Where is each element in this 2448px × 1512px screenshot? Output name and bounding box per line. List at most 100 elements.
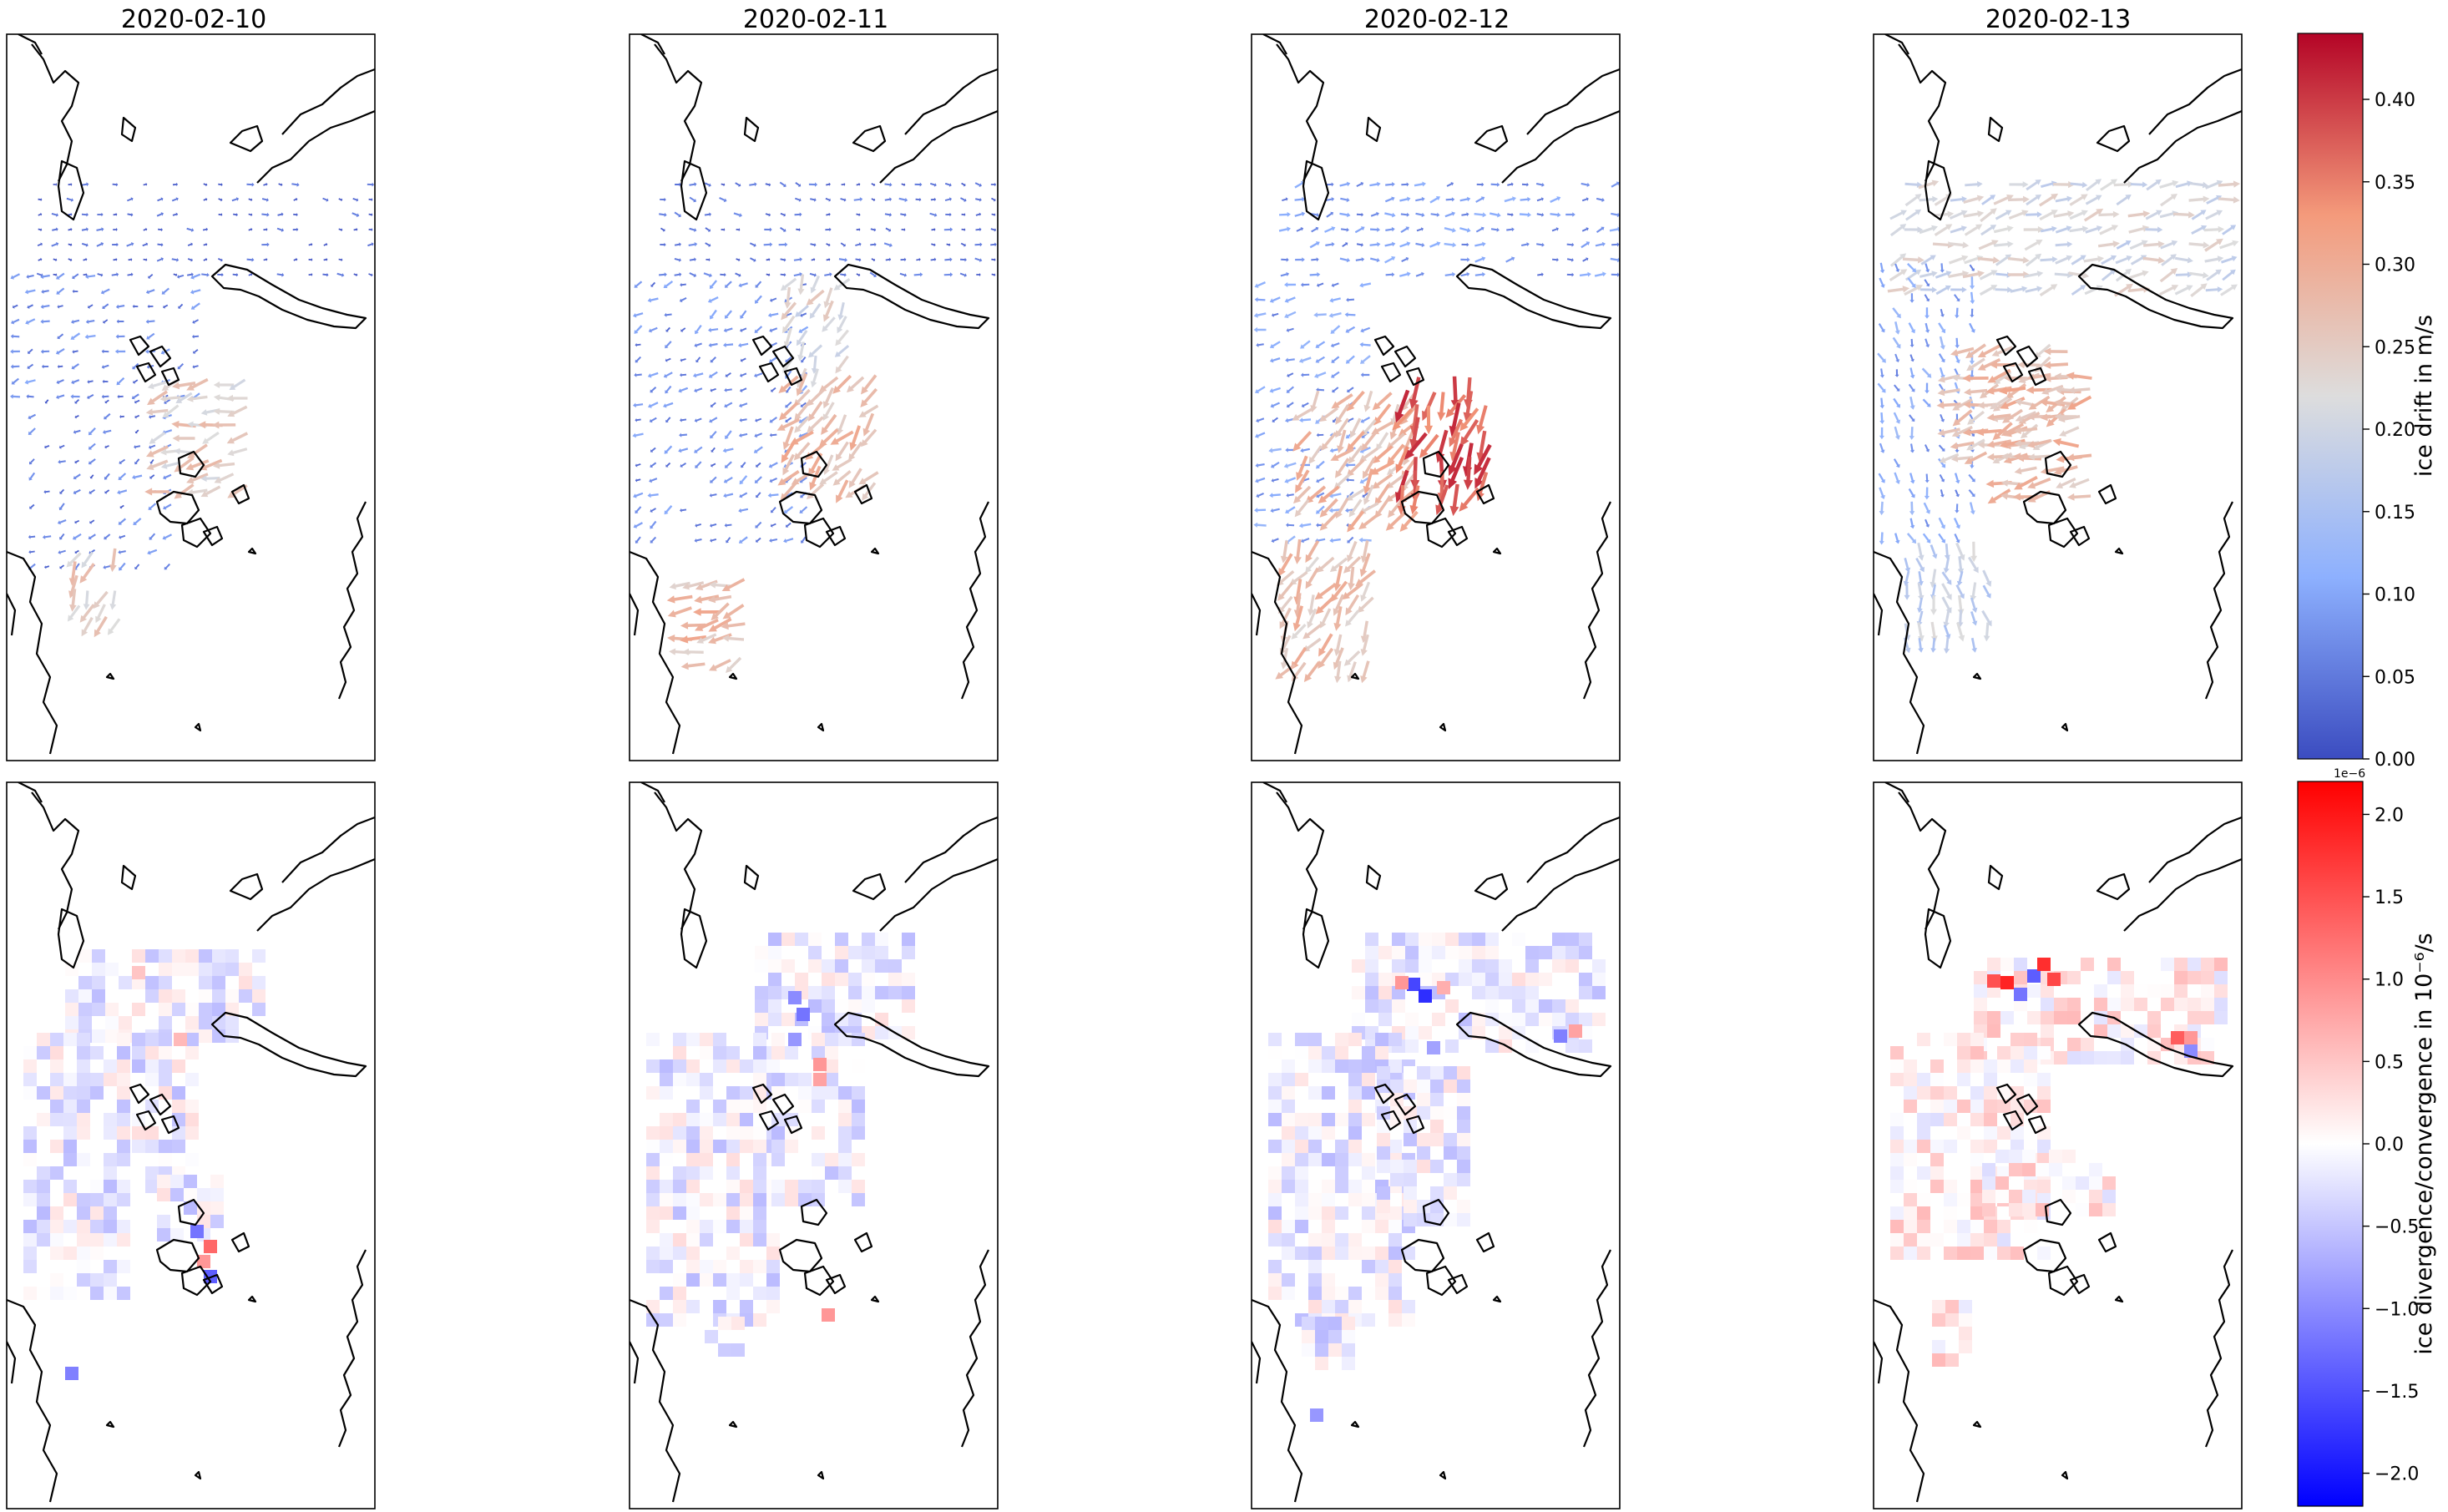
divergence-cell <box>1282 1126 1295 1140</box>
divergence-cell <box>78 976 92 989</box>
divergence-cell <box>1268 1113 1282 1126</box>
drift-arrow <box>1284 311 1297 319</box>
divergence-cell <box>145 1046 159 1059</box>
drift-arrow <box>1943 625 1951 640</box>
drift-arrow <box>740 310 747 319</box>
drift-arrow <box>648 326 658 333</box>
divergence-cell <box>660 1313 673 1327</box>
divergence-cell <box>225 949 239 963</box>
drift-arrow <box>1303 660 1321 682</box>
drift-arrow <box>650 462 657 468</box>
drift-arrow <box>649 417 657 423</box>
divergence-cell <box>686 1206 700 1220</box>
divergence-cell <box>2134 984 2147 998</box>
drift-arrow <box>2115 255 2132 265</box>
coastline <box>177 1198 205 1226</box>
drift-arrow <box>71 379 80 385</box>
divergence-cell <box>1377 1106 1390 1120</box>
coastline <box>758 362 780 383</box>
drift-arrow <box>783 506 794 513</box>
coastline <box>1373 335 1395 357</box>
drift-arrow <box>85 319 95 324</box>
drift-arrow <box>1948 241 1970 249</box>
drift-arrow <box>738 536 748 544</box>
divergence-cell <box>1362 1193 1375 1206</box>
coastline <box>1455 1011 1612 1078</box>
drift-arrow <box>1269 296 1281 303</box>
divergence-cell <box>50 1100 63 1113</box>
drift-arrow <box>2046 408 2066 427</box>
divergence-cell <box>117 1260 130 1273</box>
divergence-cell <box>660 1260 673 1273</box>
divergence-cell <box>1407 978 1420 991</box>
drift-arrow <box>1954 294 1960 302</box>
divergence-cell <box>902 999 915 1013</box>
divergence-cell <box>63 1113 77 1126</box>
drift-arrow <box>1284 477 1297 483</box>
drift-arrow <box>1385 512 1406 531</box>
coastline <box>57 908 85 969</box>
drift-arrow <box>1444 271 1456 277</box>
divergence-cell <box>2067 971 2081 984</box>
drift-arrow <box>931 243 936 247</box>
divergence-cell <box>1282 1086 1295 1100</box>
divergence-cell <box>1352 959 1365 973</box>
drift-arrow <box>1990 396 2009 410</box>
drift-arrow <box>1963 195 1985 204</box>
divergence-cell <box>1904 1180 1917 1193</box>
divergence-cell <box>1945 1300 1959 1313</box>
divergence-cell <box>1322 1046 1335 1059</box>
coastline <box>2061 722 2069 732</box>
drift-arrow <box>1949 210 1968 220</box>
drift-arrow <box>1270 508 1280 513</box>
drift-arrow <box>68 182 73 186</box>
drift-arrow <box>765 213 771 217</box>
drift-arrow <box>1906 533 1917 544</box>
drift-arrow <box>1609 226 1620 232</box>
coastline <box>105 1420 115 1429</box>
divergence-cell <box>2014 988 2027 1001</box>
drift-arrow <box>723 477 733 483</box>
divergence-cell <box>798 1086 812 1100</box>
drift-arrow <box>38 212 43 216</box>
drift-arrow <box>70 332 81 340</box>
divergence-cell <box>185 1153 199 1166</box>
divergence-cell <box>1335 1046 1348 1059</box>
divergence-cell <box>822 959 835 973</box>
divergence-cell <box>1308 1153 1322 1166</box>
drift-arrow <box>770 297 777 302</box>
drift-arrow <box>913 272 923 277</box>
divergence-cell <box>1917 1113 1930 1126</box>
divergence-cell <box>1388 1059 1402 1073</box>
divergence-cell <box>105 1029 119 1043</box>
drift-arrow <box>1970 611 1978 626</box>
divergence-cell <box>2024 1046 2037 1059</box>
divergence-cell <box>1430 1133 1444 1146</box>
drift-arrow <box>735 182 741 187</box>
drift-arrow <box>1459 407 1479 432</box>
drift-arrow <box>83 257 88 261</box>
drift-arrow <box>1463 456 1474 490</box>
drift-arrow <box>674 211 681 218</box>
map-content <box>1874 34 2242 755</box>
divergence-cell <box>117 1113 130 1126</box>
drift-arrow <box>1993 195 2014 205</box>
drift-arrow <box>2085 225 2103 234</box>
coastline <box>1475 483 1495 505</box>
drift-arrow <box>694 594 720 604</box>
drift-arrow <box>1444 211 1456 218</box>
divergence-cell <box>1485 946 1499 959</box>
divergence-cell <box>2027 1011 2041 1024</box>
divergence-cell <box>766 1300 780 1313</box>
drift-arrow <box>24 289 36 295</box>
divergence-cell <box>132 1059 145 1073</box>
divergence-cell <box>686 1113 700 1126</box>
drift-arrow <box>1316 556 1335 573</box>
drift-arrow <box>2161 254 2177 266</box>
divergence-cell <box>1970 1100 1984 1113</box>
divergence-cell <box>157 1188 170 1201</box>
drift-arrow <box>2026 438 2051 448</box>
divergence-cell <box>1512 933 1525 946</box>
divergence-cell <box>1457 1066 1470 1080</box>
drift-arrow <box>1359 282 1372 288</box>
